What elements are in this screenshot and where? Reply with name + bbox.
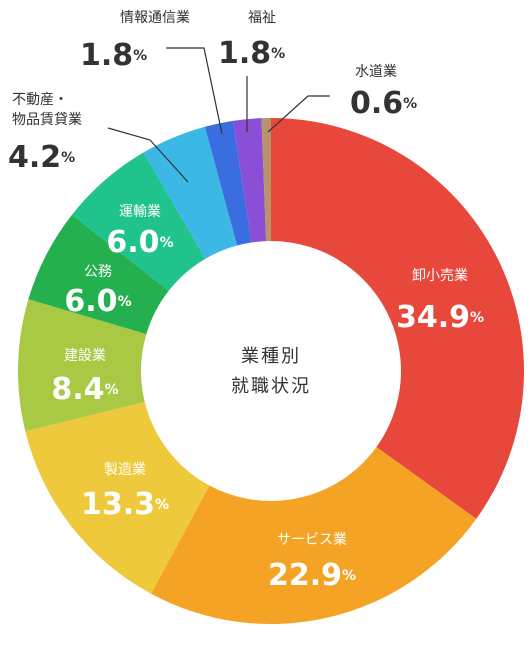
- value-unit: %: [342, 568, 356, 584]
- segment-name: 水道業: [355, 64, 397, 80]
- value-unit: %: [271, 46, 285, 62]
- value-unit: %: [61, 150, 75, 166]
- value-label: 1.8%: [218, 36, 285, 71]
- segment-name-line: 製造業: [104, 462, 146, 478]
- value-number: 0.6: [350, 86, 403, 121]
- segment-name: 福祉: [248, 10, 276, 26]
- value-label: 0.6%: [350, 86, 417, 121]
- segment-name-line: 福祉: [248, 10, 276, 26]
- value-number: 22.9: [268, 558, 342, 593]
- center-title: 就職状況: [231, 376, 311, 397]
- segment-name-line: 物品賃貸業: [12, 112, 82, 128]
- segment-name-line: サービス業: [277, 532, 347, 548]
- value-number: 13.3: [81, 487, 155, 522]
- segment-name: 情報通信業: [120, 10, 190, 26]
- segment-name: 建設業: [64, 348, 106, 364]
- value-number: 6.0: [106, 225, 159, 260]
- value-unit: %: [105, 382, 119, 398]
- segment-name: 不動産・物品賃貸業: [12, 92, 82, 128]
- value-unit: %: [470, 310, 484, 326]
- segment-name-line: 水道業: [355, 64, 397, 80]
- value-number: 4.2: [8, 140, 61, 175]
- chart: 業種別就職状況 卸小売業 34.9% サービス業 22.9% 製造業 13.3% 建設業 8.4…: [0, 0, 531, 646]
- value-label: 4.2%: [8, 140, 75, 175]
- segment-name-line: 不動産・: [12, 92, 68, 108]
- value-number: 34.9: [396, 300, 470, 335]
- segment-name-line: 運輸業: [119, 204, 161, 220]
- segment-name-line: 建設業: [64, 348, 106, 364]
- center-title: 業種別: [241, 346, 301, 367]
- segment-name: 運輸業: [119, 204, 161, 220]
- segment-name: サービス業: [277, 532, 347, 548]
- value-label: 1.8%: [80, 38, 147, 73]
- value-number: 6.0: [64, 284, 117, 319]
- segment-name-line: 公務: [84, 264, 112, 280]
- value-number: 8.4: [51, 372, 104, 407]
- value-unit: %: [133, 48, 147, 64]
- segment-name-line: 情報通信業: [120, 10, 190, 26]
- segment-name-line: 卸小売業: [412, 268, 468, 284]
- value-unit: %: [160, 235, 174, 251]
- segment-name: 公務: [84, 264, 112, 280]
- value-unit: %: [403, 96, 417, 112]
- segment-name: 卸小売業: [412, 268, 468, 284]
- value-unit: %: [118, 294, 132, 310]
- segment-name: 製造業: [104, 462, 146, 478]
- value-number: 1.8: [80, 38, 133, 73]
- value-number: 1.8: [218, 36, 271, 71]
- value-unit: %: [155, 497, 169, 513]
- leader-line: [166, 48, 222, 134]
